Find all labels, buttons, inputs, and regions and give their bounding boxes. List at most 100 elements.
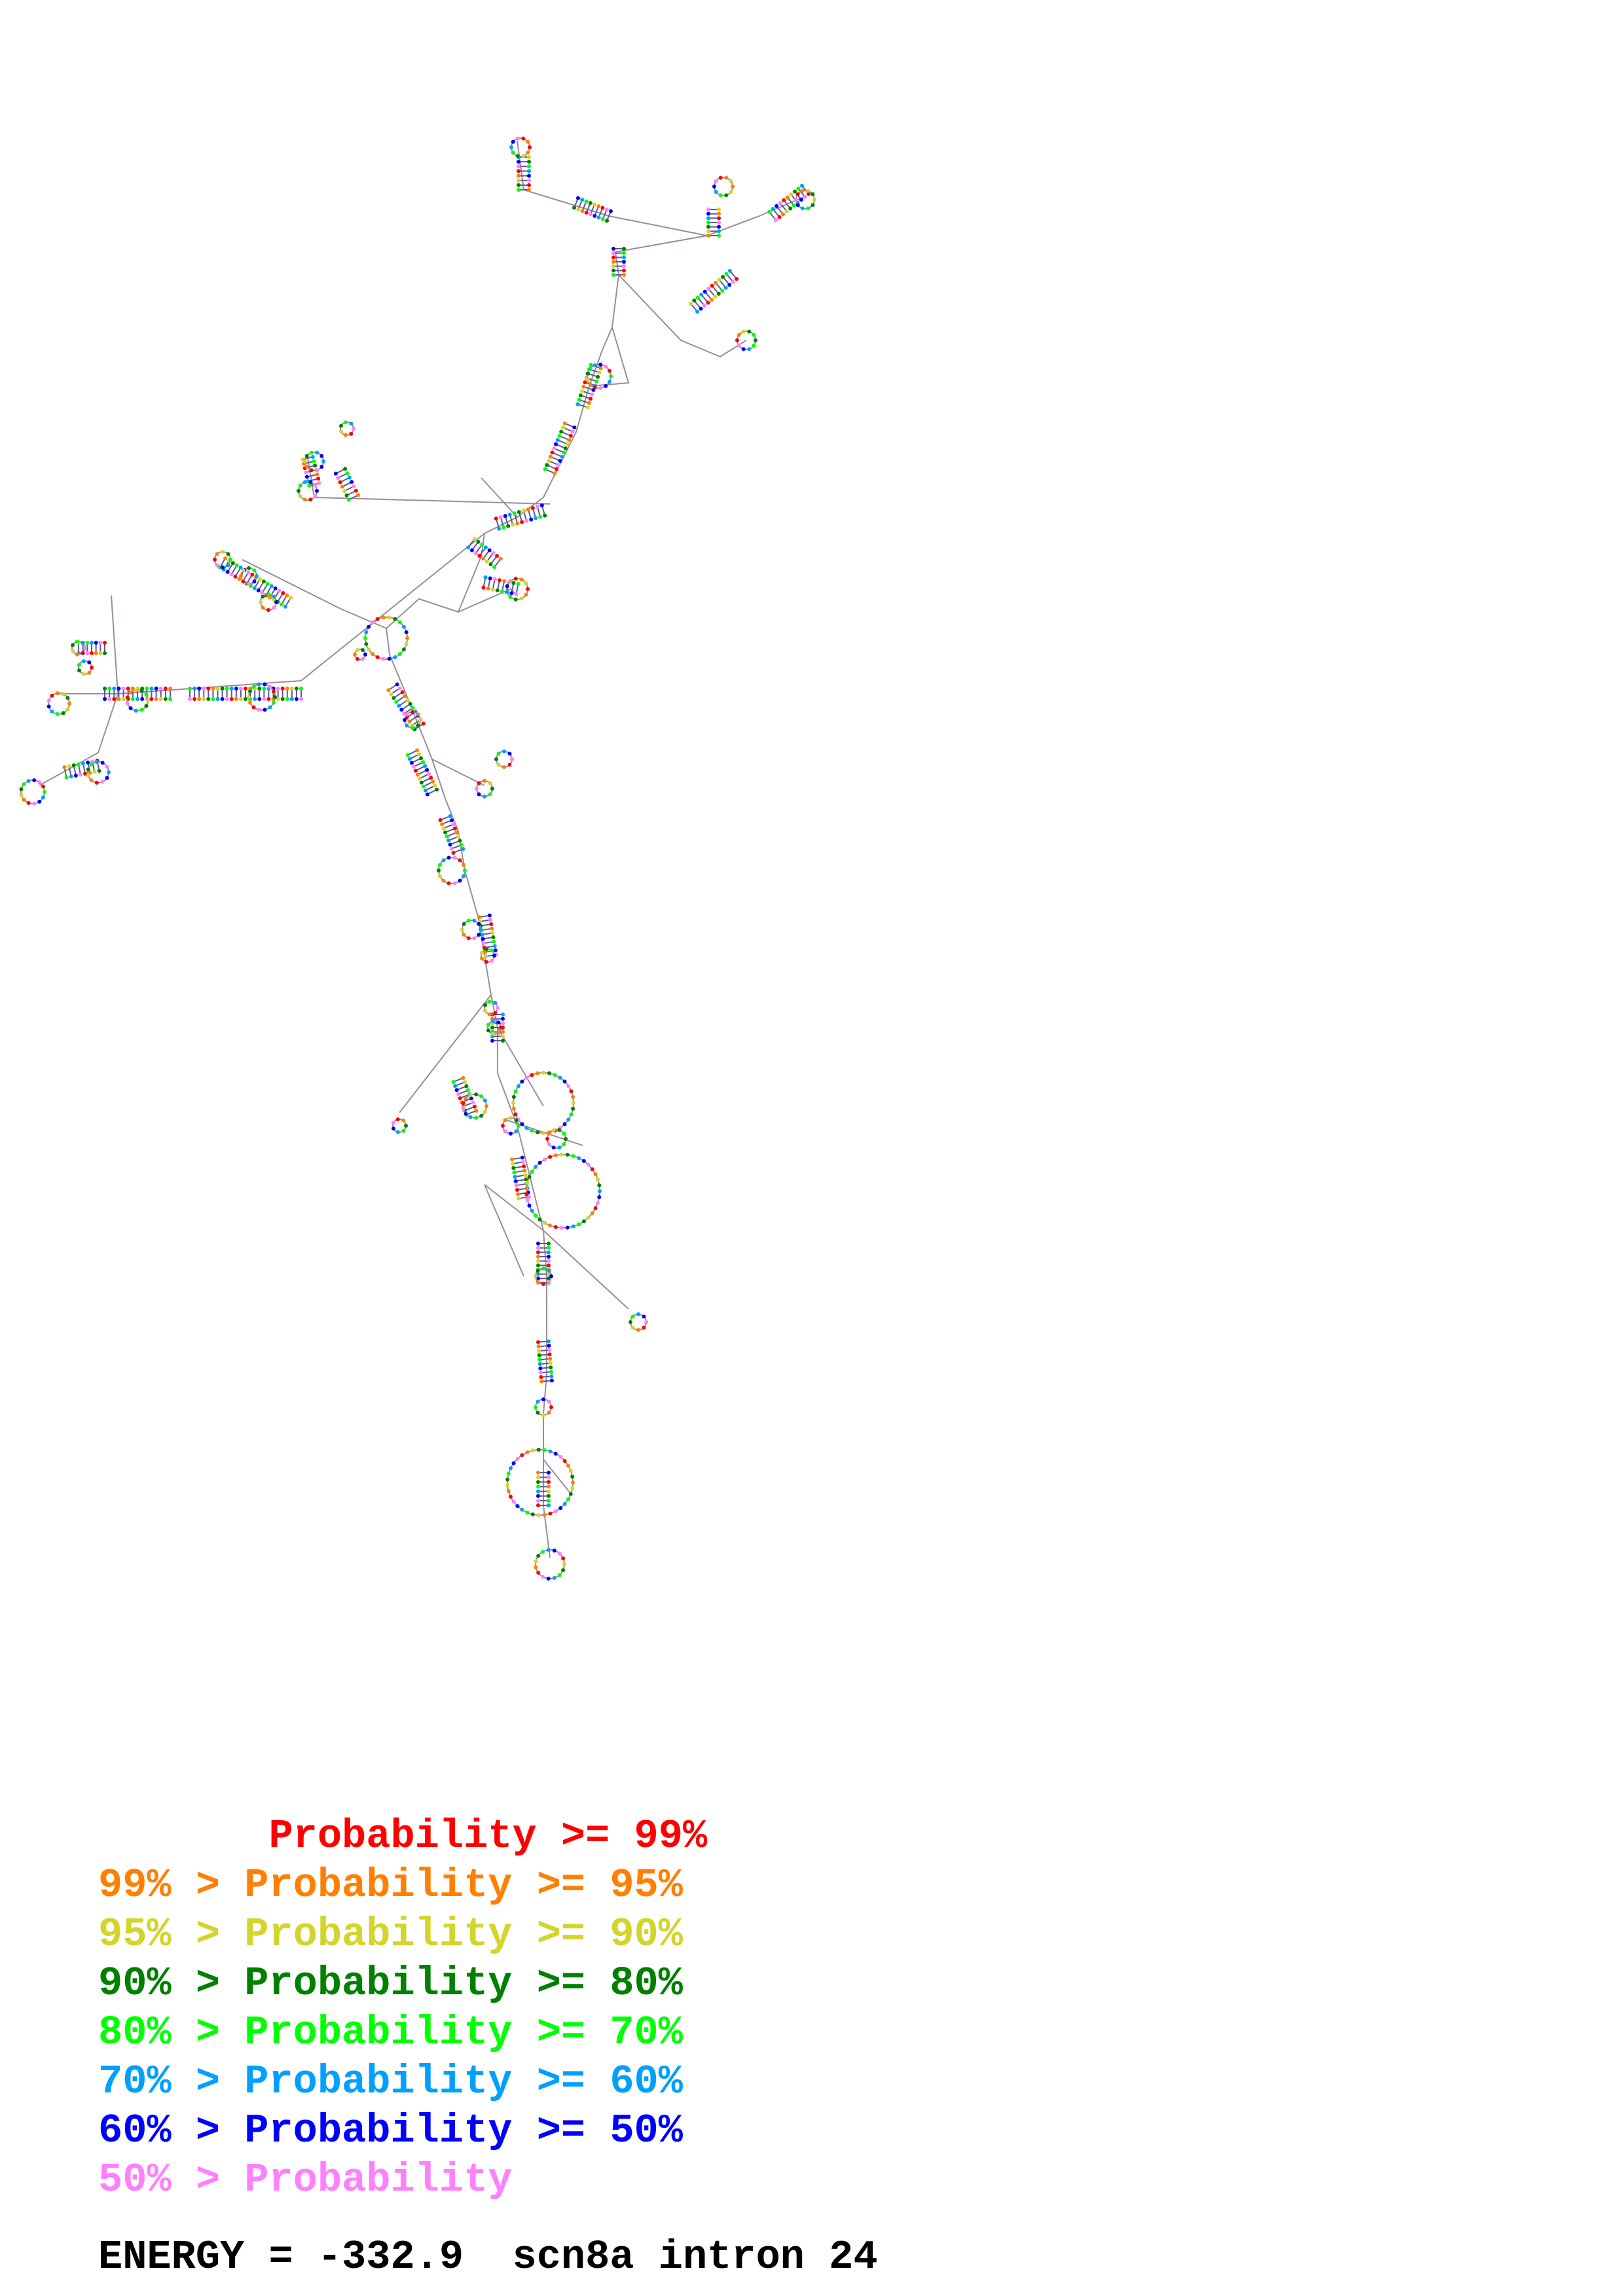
nucleotide — [717, 207, 721, 211]
nucleotide — [416, 723, 420, 728]
nucleotide — [539, 503, 544, 508]
nucleotide — [568, 1492, 573, 1496]
nucleotide — [268, 595, 272, 600]
nucleotide — [77, 668, 81, 673]
nucleotide — [526, 587, 530, 591]
legend-line-5: 80% > Probability >= 70% — [98, 2009, 683, 2056]
nucleotide — [349, 431, 354, 436]
nucleotide — [454, 831, 459, 835]
nucleotide — [547, 1272, 551, 1276]
nucleotide — [304, 475, 309, 479]
nucleotide — [71, 763, 76, 768]
nucleotide — [607, 368, 611, 373]
nucleotide — [511, 1095, 516, 1100]
nucleotide — [289, 697, 294, 701]
nucleotide — [604, 207, 609, 212]
nucleotide — [490, 587, 495, 592]
nucleotide — [492, 577, 497, 582]
nucleotide — [474, 1115, 479, 1120]
nucleotide — [565, 442, 570, 446]
nucleotide — [472, 936, 477, 941]
nucleotide — [492, 944, 497, 948]
nucleotide — [547, 1276, 551, 1281]
nucleotide — [767, 209, 772, 214]
nucleotide — [517, 1196, 521, 1201]
nucleotide — [389, 692, 393, 696]
nucleotide — [536, 1475, 540, 1480]
nucleotide — [517, 160, 520, 164]
nucleotide — [771, 207, 775, 211]
nucleotide — [636, 1328, 640, 1332]
nucleotide — [158, 687, 163, 691]
nucleotide — [556, 463, 560, 467]
nucleotide — [394, 700, 399, 704]
nucleotide — [464, 1111, 468, 1116]
nucleotide — [547, 1410, 551, 1415]
nucleotide — [202, 687, 206, 691]
nucleotide — [555, 467, 559, 471]
nucleotide — [404, 642, 409, 647]
nucleotide — [421, 760, 426, 764]
nucleotide — [397, 652, 402, 656]
nucleotide — [215, 697, 220, 701]
nucleotide — [97, 768, 101, 773]
nucleotide — [541, 1266, 545, 1270]
nucleotide — [547, 1494, 551, 1498]
nucleotide — [484, 559, 489, 564]
nucleotide — [128, 690, 133, 694]
nucleotide — [285, 593, 289, 598]
nucleotide — [530, 1448, 535, 1453]
nucleotide — [112, 697, 117, 701]
nucleotide — [85, 651, 90, 655]
nucleotide — [630, 1314, 635, 1319]
nucleotide — [803, 194, 807, 199]
legend-line-4: 90% > Probability >= 80% — [98, 1960, 683, 2007]
nucleotide — [484, 1104, 488, 1108]
nucleotide — [458, 1096, 462, 1100]
nucleotide — [543, 1157, 547, 1162]
nucleotide — [393, 655, 397, 660]
nucleotide — [503, 1129, 507, 1134]
nucleotide — [462, 922, 466, 926]
nucleotide — [483, 1098, 487, 1103]
nucleotide — [237, 577, 242, 581]
nucleotide — [505, 590, 509, 594]
backbone-branch — [39, 693, 119, 786]
nucleotide — [502, 749, 506, 753]
nucleotide — [197, 687, 202, 691]
nucleotide — [558, 1075, 562, 1080]
nucleotide — [598, 363, 603, 367]
nucleotide — [570, 1486, 575, 1490]
nucleotide — [784, 209, 789, 213]
nucleotide — [488, 918, 493, 922]
nucleotide — [168, 697, 172, 701]
nucleotide — [403, 718, 407, 722]
nucleotide — [517, 183, 520, 187]
nucleotide — [144, 692, 149, 697]
nucleotide — [562, 1131, 566, 1136]
nucleotide — [494, 757, 498, 761]
nucleotide — [356, 493, 361, 497]
nucleotide — [534, 1274, 538, 1278]
nucleotide — [281, 591, 285, 596]
nucleotide — [507, 762, 512, 767]
nucleotide — [524, 1186, 529, 1191]
nucleotide — [534, 516, 538, 520]
nucleotide — [343, 420, 348, 425]
legend-line-7: 60% > Probability >= 50% — [98, 2108, 683, 2154]
nucleotide — [513, 577, 518, 581]
nucleotide — [252, 568, 257, 573]
nucleotide — [477, 781, 481, 785]
nucleotide — [37, 799, 42, 804]
nucleotide — [257, 697, 262, 701]
nucleotide — [107, 770, 111, 774]
nucleotide — [452, 855, 457, 860]
nucleotide — [438, 817, 443, 822]
nucleotide — [247, 695, 251, 699]
nucleotide — [77, 662, 81, 667]
nucleotide — [523, 1173, 528, 1177]
nucleotide — [536, 1480, 540, 1484]
nucleotide — [550, 450, 555, 455]
nucleotide — [490, 958, 494, 963]
legend-line-6: 70% > Probability >= 60% — [98, 2058, 683, 2105]
